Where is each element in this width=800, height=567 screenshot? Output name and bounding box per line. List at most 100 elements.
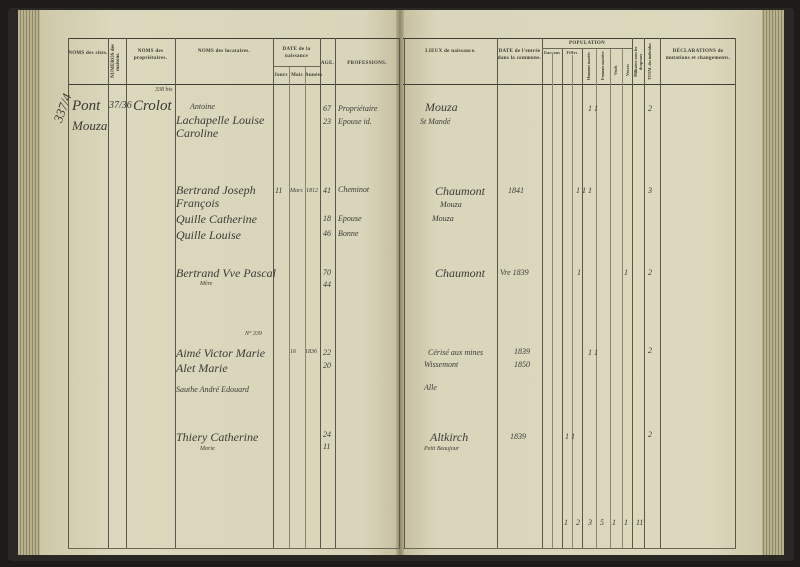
total: 2 bbox=[648, 430, 652, 439]
birth-year: 1812 bbox=[306, 188, 318, 194]
table-top-line-left bbox=[68, 38, 400, 39]
total: 2 bbox=[648, 104, 652, 113]
header-date-entree: DATE de l'entrée dans la commune. bbox=[497, 49, 542, 61]
header-total: TOTAL des individus bbox=[647, 43, 652, 80]
age: 23 bbox=[323, 117, 331, 126]
col-line bbox=[610, 48, 611, 548]
header-veuves: Veuves bbox=[625, 64, 630, 76]
population-counts: 1 bbox=[577, 268, 581, 277]
col-line bbox=[622, 48, 623, 548]
birthplace: Alle bbox=[424, 383, 437, 392]
house-number: 37/36 bbox=[109, 100, 132, 111]
left-page bbox=[40, 10, 400, 555]
col-line bbox=[644, 38, 645, 548]
age: 22 bbox=[323, 348, 331, 357]
total: 2 bbox=[648, 346, 652, 355]
population-sub-line bbox=[542, 48, 632, 49]
header-femmes-mariees: Femmes mariées bbox=[600, 51, 605, 81]
col-line bbox=[335, 38, 336, 548]
page-totals: 1 2 3 5 1 1 11 bbox=[564, 518, 644, 527]
age: 67 bbox=[323, 104, 331, 113]
header-jours: Jours bbox=[274, 73, 288, 78]
birth-month: Mars bbox=[290, 188, 303, 194]
birthplace: Petit Beaujour bbox=[424, 446, 460, 452]
header-proprietaires: NOMS des propriétaires. bbox=[133, 49, 168, 61]
col-line bbox=[305, 66, 306, 548]
col-line bbox=[542, 38, 543, 548]
tenant-name: Bertrand Vve Pascal bbox=[176, 266, 276, 280]
col-line bbox=[632, 38, 633, 548]
birthplace: St Mandé bbox=[420, 117, 451, 126]
birth-year: 1836 bbox=[305, 349, 317, 355]
col-line bbox=[582, 48, 583, 548]
page-edges-right bbox=[760, 10, 784, 555]
header-veufs: Veufs bbox=[613, 65, 618, 75]
header-annees: Années bbox=[305, 73, 323, 78]
age: 18 bbox=[323, 214, 331, 223]
header-population: POPULATION bbox=[569, 41, 605, 46]
entry-date: 1841 bbox=[508, 186, 524, 195]
header-bottom-line-left bbox=[68, 84, 400, 85]
population-counts: 1 1 bbox=[588, 348, 598, 357]
tenant-name: Mère bbox=[200, 281, 213, 287]
col-line bbox=[735, 38, 736, 548]
population-counts: 1 1 bbox=[588, 104, 598, 113]
margin-note: N° 339 bbox=[245, 331, 262, 337]
tenant-name: Bertrand Joseph François bbox=[176, 183, 256, 210]
age: 20 bbox=[323, 361, 331, 370]
header-age: AGE. bbox=[320, 61, 335, 66]
site-name-2: Mouza bbox=[72, 118, 108, 133]
birthplace: Wissemont bbox=[424, 360, 459, 369]
profession: Epouse id. bbox=[338, 117, 372, 126]
col-line bbox=[320, 38, 321, 548]
birthplace: Altkirch bbox=[430, 430, 469, 444]
col-line bbox=[175, 38, 176, 548]
profession: Propriétaire bbox=[338, 104, 378, 113]
entry-date: 1850 bbox=[514, 360, 530, 369]
col-line bbox=[660, 38, 661, 548]
col-line bbox=[572, 55, 573, 548]
header-lieux: LIEUX de naissance. bbox=[425, 49, 476, 54]
birthplace: Mouza bbox=[440, 200, 462, 209]
tenant-name: Alet Marie bbox=[176, 361, 228, 375]
date-sub-line bbox=[273, 66, 320, 67]
age: 24 bbox=[323, 430, 331, 439]
header-hommes-maries: Hommes mariés bbox=[586, 52, 591, 80]
col-line bbox=[108, 38, 109, 548]
tenant-name: Aimé Victor Marie bbox=[176, 346, 266, 360]
margin-note: 338 bis bbox=[155, 87, 173, 93]
age: 44 bbox=[323, 280, 331, 289]
col-line bbox=[404, 38, 405, 548]
birthplace: Chaumont bbox=[435, 266, 486, 280]
header-numeros: NUMÉROS des maisons. bbox=[111, 44, 121, 79]
table-bottom-right bbox=[403, 548, 736, 549]
header-filles: Filles bbox=[566, 50, 578, 55]
header-bottom-line-right bbox=[403, 84, 736, 85]
tenant-name: Quille Louise bbox=[176, 228, 241, 242]
age: 41 bbox=[323, 186, 331, 195]
birthplace: Cérisé aux mines bbox=[428, 348, 484, 357]
col-line bbox=[273, 38, 274, 548]
population-counts: 1 bbox=[624, 268, 628, 277]
profession: Epouse bbox=[338, 214, 362, 223]
profession: Bonne bbox=[338, 229, 359, 238]
age: 46 bbox=[323, 229, 331, 238]
birthplace: Mouza bbox=[432, 214, 454, 223]
entry-date: Vre 1839 bbox=[500, 268, 529, 277]
col-line bbox=[68, 38, 69, 548]
col-line bbox=[126, 38, 127, 548]
tenant-name: Lachapelle Louise Caroline bbox=[176, 113, 265, 140]
tenant-name: Thiery Catherine bbox=[176, 430, 259, 444]
col-line bbox=[289, 66, 290, 548]
header-militaires: Militaires sous les drapeaux bbox=[633, 46, 643, 77]
birthplace: Chaumont bbox=[435, 184, 486, 198]
population-counts: 1 1 bbox=[565, 432, 575, 441]
col-line bbox=[399, 38, 400, 548]
table-top-line-right bbox=[403, 38, 736, 39]
tenant-name: Marie bbox=[200, 446, 215, 452]
col-line bbox=[552, 55, 553, 548]
header-date-naissance: DATE de la naissance bbox=[282, 47, 311, 59]
profession: Cheminot bbox=[338, 185, 370, 194]
header-declarations: DÉCLARATIONS de mutations et changements… bbox=[665, 49, 731, 61]
age: 11 bbox=[323, 442, 331, 451]
